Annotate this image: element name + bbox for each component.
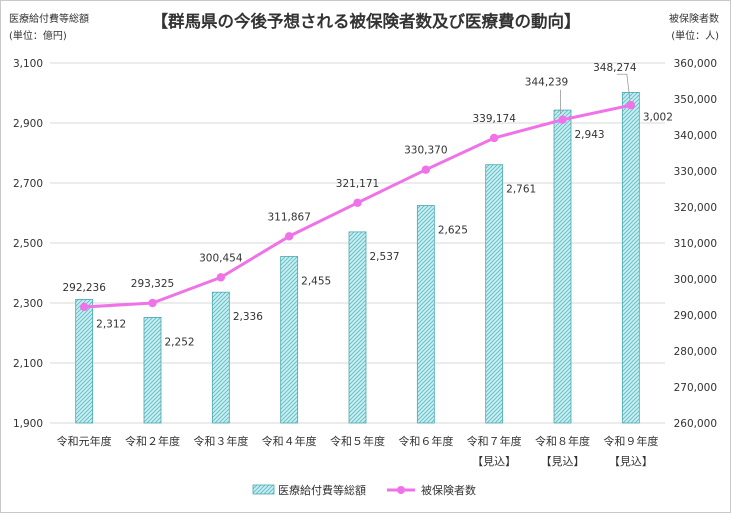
line-point bbox=[148, 298, 157, 308]
legend-bar-swatch bbox=[252, 484, 275, 495]
x-tick-label: 令和９年度 bbox=[603, 434, 658, 448]
right-tick-label: 350,000 bbox=[674, 94, 717, 106]
left-axis-title-line2: (単位：億円) bbox=[9, 29, 67, 42]
x-axis-labels: 令和元年度 令和２年度 令和３年度 令和４年度 令和５年度 令和６年度 令和７年度【見込】 令… bbox=[57, 434, 659, 468]
legend-bar-label: 医療給付費等総額 bbox=[278, 483, 366, 497]
right-tick-label: 300,000 bbox=[674, 274, 717, 286]
bar-series: 2,312 2,252 2,336 2,455 2,537 2,625 2,761 2,943… bbox=[75, 92, 673, 424]
right-tick-label: 340,000 bbox=[674, 130, 717, 142]
left-tick-label: 2,700 bbox=[13, 178, 43, 190]
line-value-label: 321,171 bbox=[336, 178, 379, 190]
line-value-label: 311,867 bbox=[267, 211, 310, 223]
bar bbox=[143, 316, 162, 424]
right-tick-label: 290,000 bbox=[674, 310, 717, 322]
bar-value-label: 2,943 bbox=[575, 129, 605, 141]
right-tick-label: 270,000 bbox=[674, 382, 717, 394]
line-point bbox=[421, 165, 431, 174]
bar-value-label: 2,336 bbox=[233, 311, 263, 323]
left-tick-label: 1,900 bbox=[13, 418, 43, 430]
bar bbox=[553, 109, 572, 424]
right-axis-title-line1: 被保険者数 bbox=[669, 12, 719, 25]
right-tick-label: 260,000 bbox=[674, 418, 717, 430]
right-tick-label: 320,000 bbox=[674, 202, 717, 214]
legend-line-label: 被保険者数 bbox=[421, 483, 476, 497]
x-tick-label: 令和７年度 bbox=[467, 434, 522, 448]
line-value-label: 292,236 bbox=[62, 282, 106, 294]
left-tick-label: 2,300 bbox=[13, 298, 43, 310]
x-tick-label: 令和８年度 bbox=[535, 434, 590, 448]
line-point bbox=[489, 133, 499, 143]
bar-value-label: 2,455 bbox=[301, 276, 331, 288]
left-axis-title-line1: 医療給付費等総額 bbox=[9, 12, 89, 25]
bar-value-label: 2,252 bbox=[165, 336, 195, 348]
left-axis-ticks: 1,900 2,100 2,300 2,500 2,700 2,900 3,100 bbox=[13, 58, 43, 430]
x-tick-label: 令和元年度 bbox=[57, 434, 112, 448]
x-tick-label: 令和５年度 bbox=[330, 434, 385, 448]
line-series: 292,236 293,325 300,454 311,867 321,171 330,3… bbox=[62, 62, 637, 312]
bar bbox=[621, 92, 640, 424]
left-tick-label: 2,100 bbox=[13, 358, 43, 370]
line-point bbox=[353, 198, 362, 207]
line-point bbox=[626, 101, 636, 110]
bar-value-label: 2,625 bbox=[438, 225, 468, 237]
legend: 医療給付費等総額 被保険者数 bbox=[252, 483, 476, 497]
x-tick-label: 令和２年度 bbox=[125, 434, 180, 448]
left-tick-label: 3,100 bbox=[13, 58, 43, 70]
left-tick-label: 2,500 bbox=[13, 238, 43, 250]
bar bbox=[75, 298, 94, 424]
label-leader bbox=[616, 73, 631, 100]
bar-value-label: 2,537 bbox=[370, 251, 400, 263]
line-value-label: 348,274 bbox=[593, 62, 637, 74]
right-tick-label: 310,000 bbox=[674, 238, 717, 250]
line-point bbox=[284, 232, 294, 241]
bar bbox=[280, 256, 299, 424]
line-value-label: 330,370 bbox=[404, 145, 447, 157]
line-point bbox=[79, 302, 89, 312]
line-value-label: 339,174 bbox=[472, 113, 516, 125]
bar bbox=[416, 205, 435, 424]
bar-value-label: 2,761 bbox=[506, 184, 536, 196]
bar-value-label: 2,312 bbox=[96, 318, 126, 330]
line-value-label: 300,454 bbox=[199, 252, 243, 264]
left-tick-label: 2,900 bbox=[13, 118, 43, 130]
line-point bbox=[558, 115, 567, 124]
line-value-label: 344,239 bbox=[525, 77, 568, 89]
line-value-label: 293,325 bbox=[131, 278, 174, 290]
x-tick-label: 令和６年度 bbox=[398, 434, 453, 448]
bar bbox=[211, 291, 230, 424]
right-tick-label: 360,000 bbox=[674, 58, 717, 70]
right-tick-label: 330,000 bbox=[674, 166, 717, 178]
right-tick-label: 280,000 bbox=[674, 346, 717, 358]
x-tick-label: 令和４年度 bbox=[262, 434, 317, 448]
bar-value-label: 3,002 bbox=[643, 111, 673, 123]
x-tick-sublabel: 【見込】 bbox=[472, 455, 516, 468]
line-point bbox=[216, 273, 226, 282]
chart-title: 【群馬県の今後予想される被保険者数及び医療費の動向】 bbox=[152, 11, 581, 31]
bar bbox=[348, 231, 367, 424]
x-tick-sublabel: 【見込】 bbox=[609, 455, 653, 468]
x-tick-label: 令和３年度 bbox=[193, 434, 248, 448]
right-axis-ticks: 260,000 270,000 280,000 290,000 300,000 310,0… bbox=[674, 58, 717, 430]
legend-line-marker bbox=[397, 486, 405, 494]
x-tick-sublabel: 【見込】 bbox=[541, 455, 585, 468]
right-axis-title-line2: (単位：人) bbox=[671, 29, 719, 42]
bar bbox=[485, 164, 504, 424]
